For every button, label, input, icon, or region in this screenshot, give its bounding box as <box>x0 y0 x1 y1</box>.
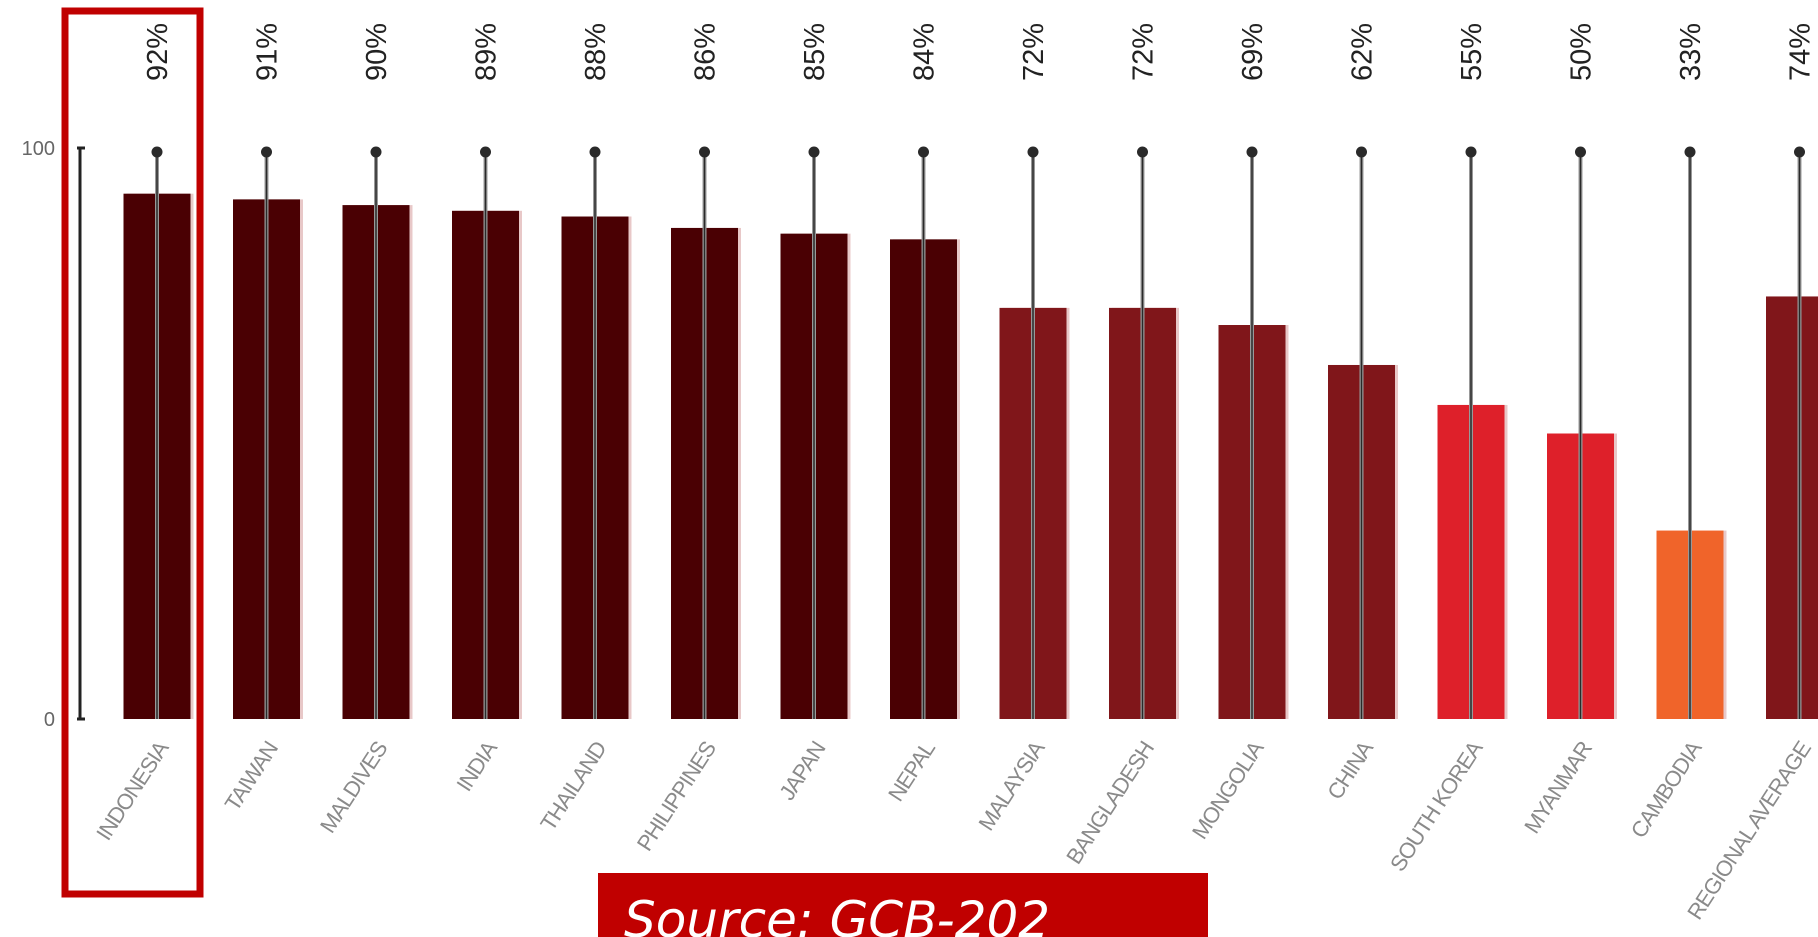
value-label: 92% <box>142 23 174 81</box>
value-label: 50% <box>1566 23 1598 81</box>
source-banner: Source: GCB-202 <box>598 873 1208 937</box>
whisker-cap <box>808 146 820 158</box>
category-label: CHINA <box>1322 736 1378 804</box>
value-label: 88% <box>580 23 612 81</box>
category-label: MALDIVES <box>315 737 392 837</box>
category-label: MALAYSIA <box>974 736 1050 835</box>
bars-group <box>123 146 1818 720</box>
value-label: 55% <box>1456 23 1488 81</box>
value-label: 91% <box>252 23 284 81</box>
category-label: CAMBODIA <box>1626 736 1707 842</box>
whisker-cap <box>589 146 601 158</box>
category-label: TAIWAN <box>220 737 283 815</box>
category-label: BANGLADESH <box>1061 737 1158 868</box>
whisker-cap <box>1137 146 1148 158</box>
value-label: 85% <box>799 23 831 81</box>
whisker-cap <box>1575 146 1586 158</box>
category-label: MYANMAR <box>1519 737 1597 838</box>
value-label: 62% <box>1347 23 1379 81</box>
whisker-cap <box>261 146 272 158</box>
source-text: Source: GCB-202 <box>624 891 1051 937</box>
whisker-cap <box>918 146 929 158</box>
category-label: MONGOLIA <box>1187 736 1269 843</box>
y-axis: 100 0 <box>22 138 85 731</box>
value-label: 33% <box>1675 23 1707 81</box>
whisker-cap <box>1246 146 1258 158</box>
value-label: 72% <box>1128 23 1160 81</box>
bar <box>1766 296 1818 719</box>
category-label: THAILAND <box>535 737 611 835</box>
whisker-cap <box>370 146 382 158</box>
category-label: REGIONAL AVERAGE <box>1682 737 1816 924</box>
whisker-cap <box>151 146 163 158</box>
category-label: SOUTH KOREA <box>1385 736 1488 876</box>
whisker-cap <box>1684 146 1696 158</box>
value-label: 86% <box>690 23 722 81</box>
whisker-cap <box>1465 146 1477 158</box>
value-label: 90% <box>361 23 393 81</box>
category-label: INDONESIA <box>91 736 174 845</box>
y-tick-label: 0 <box>44 709 55 731</box>
value-label: 84% <box>909 23 941 81</box>
highlight-box <box>61 7 204 898</box>
whisker-cap <box>1356 146 1367 158</box>
whisker-cap <box>699 146 710 158</box>
whisker-cap <box>1794 146 1805 158</box>
category-label: JAPAN <box>774 737 830 805</box>
value-label: 69% <box>1237 23 1269 81</box>
value-label: 74% <box>1785 23 1817 81</box>
value-label: 72% <box>1018 23 1050 81</box>
category-label: PHILIPPINES <box>632 737 721 855</box>
category-label: NEPAL <box>883 736 940 805</box>
y-tick-label: 100 <box>22 138 55 160</box>
whisker-cap <box>480 146 491 158</box>
category-label: INDIA <box>451 736 502 796</box>
whisker-cap <box>1027 146 1039 158</box>
value-label: 89% <box>471 23 503 81</box>
